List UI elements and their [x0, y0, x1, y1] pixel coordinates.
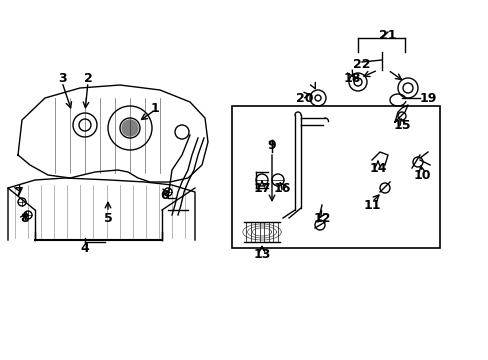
- Text: 10: 10: [412, 168, 430, 181]
- Text: 13: 13: [253, 248, 270, 261]
- Text: 16: 16: [273, 181, 290, 194]
- Text: 2: 2: [83, 72, 92, 85]
- Text: 8: 8: [20, 212, 29, 225]
- Bar: [231, 106, 439, 248]
- Circle shape: [122, 120, 138, 136]
- Text: 7: 7: [14, 185, 22, 198]
- Text: 12: 12: [313, 212, 330, 225]
- Text: 6: 6: [161, 189, 169, 202]
- Text: 14: 14: [368, 162, 386, 175]
- Text: 1: 1: [150, 102, 159, 114]
- Text: 17: 17: [253, 181, 270, 194]
- Text: 4: 4: [81, 242, 89, 255]
- Text: 22: 22: [352, 58, 370, 72]
- Text: 15: 15: [392, 118, 410, 131]
- Text: 9: 9: [267, 139, 276, 152]
- Text: 21: 21: [379, 28, 396, 41]
- Text: 20: 20: [296, 91, 313, 104]
- Text: 19: 19: [418, 91, 436, 104]
- Text: 18: 18: [343, 72, 360, 85]
- Text: 11: 11: [363, 198, 380, 212]
- Text: 5: 5: [103, 212, 112, 225]
- Text: 3: 3: [58, 72, 66, 85]
